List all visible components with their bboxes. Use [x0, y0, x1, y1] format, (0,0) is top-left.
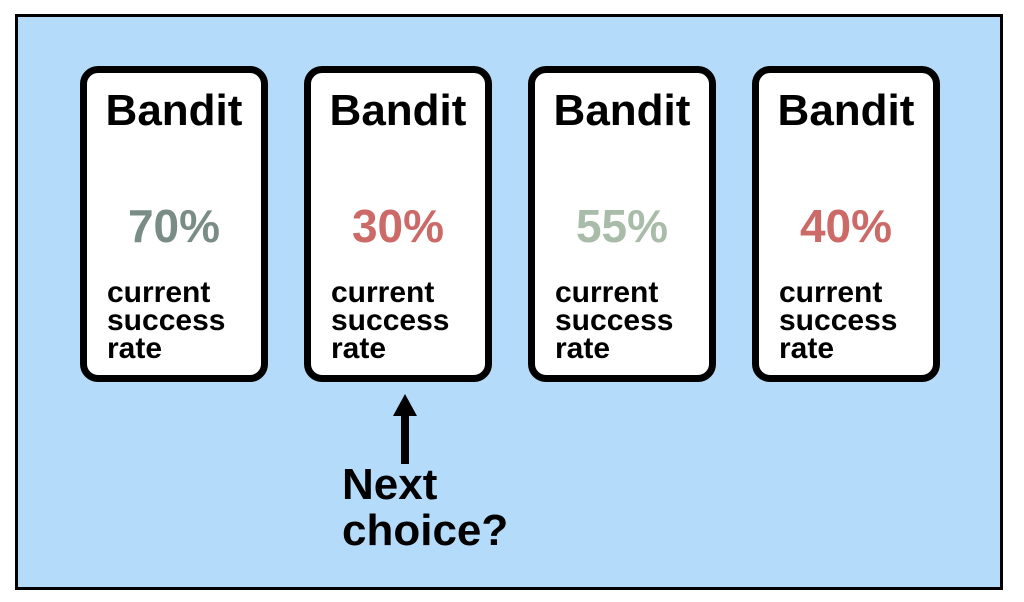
bandit-card-2: Bandit 30% current success rate — [304, 66, 492, 382]
bandit-card-4: Bandit 40% current success rate — [752, 66, 940, 382]
success-rate-caption: current success rate — [555, 276, 705, 365]
bandit-card-title: Bandit — [105, 86, 243, 135]
bandit-card-title: Bandit — [777, 86, 915, 135]
next-choice-label: Next choice? — [342, 462, 508, 554]
next-choice-line: choice? — [342, 506, 509, 555]
caption-line: success — [331, 304, 450, 337]
caption-line: current — [779, 276, 883, 309]
caption-line: rate — [331, 332, 387, 365]
success-rate-value: 55% — [575, 200, 669, 252]
caption-line: success — [555, 304, 674, 337]
success-rate-value: 70% — [127, 200, 221, 252]
up-arrow-icon — [393, 394, 417, 464]
success-rate-value: 40% — [799, 200, 893, 252]
success-rate-caption: current success rate — [331, 276, 481, 365]
caption-line: current — [107, 276, 211, 309]
bandit-card-1: Bandit 70% current success rate — [80, 66, 268, 382]
caption-line: current — [331, 276, 435, 309]
caption-line: rate — [555, 332, 611, 365]
caption-line: success — [779, 304, 898, 337]
caption-line: rate — [779, 332, 835, 365]
success-rate-value: 30% — [351, 200, 445, 252]
caption-line: rate — [107, 332, 163, 365]
next-choice-line: Next — [342, 460, 438, 509]
caption-line: current — [555, 276, 659, 309]
success-rate-caption: current success rate — [779, 276, 929, 365]
bandit-card-3: Bandit 55% current success rate — [528, 66, 716, 382]
caption-line: success — [107, 304, 226, 337]
bandit-card-title: Bandit — [553, 86, 691, 135]
success-rate-caption: current success rate — [107, 276, 257, 365]
bandit-card-title: Bandit — [329, 86, 467, 135]
